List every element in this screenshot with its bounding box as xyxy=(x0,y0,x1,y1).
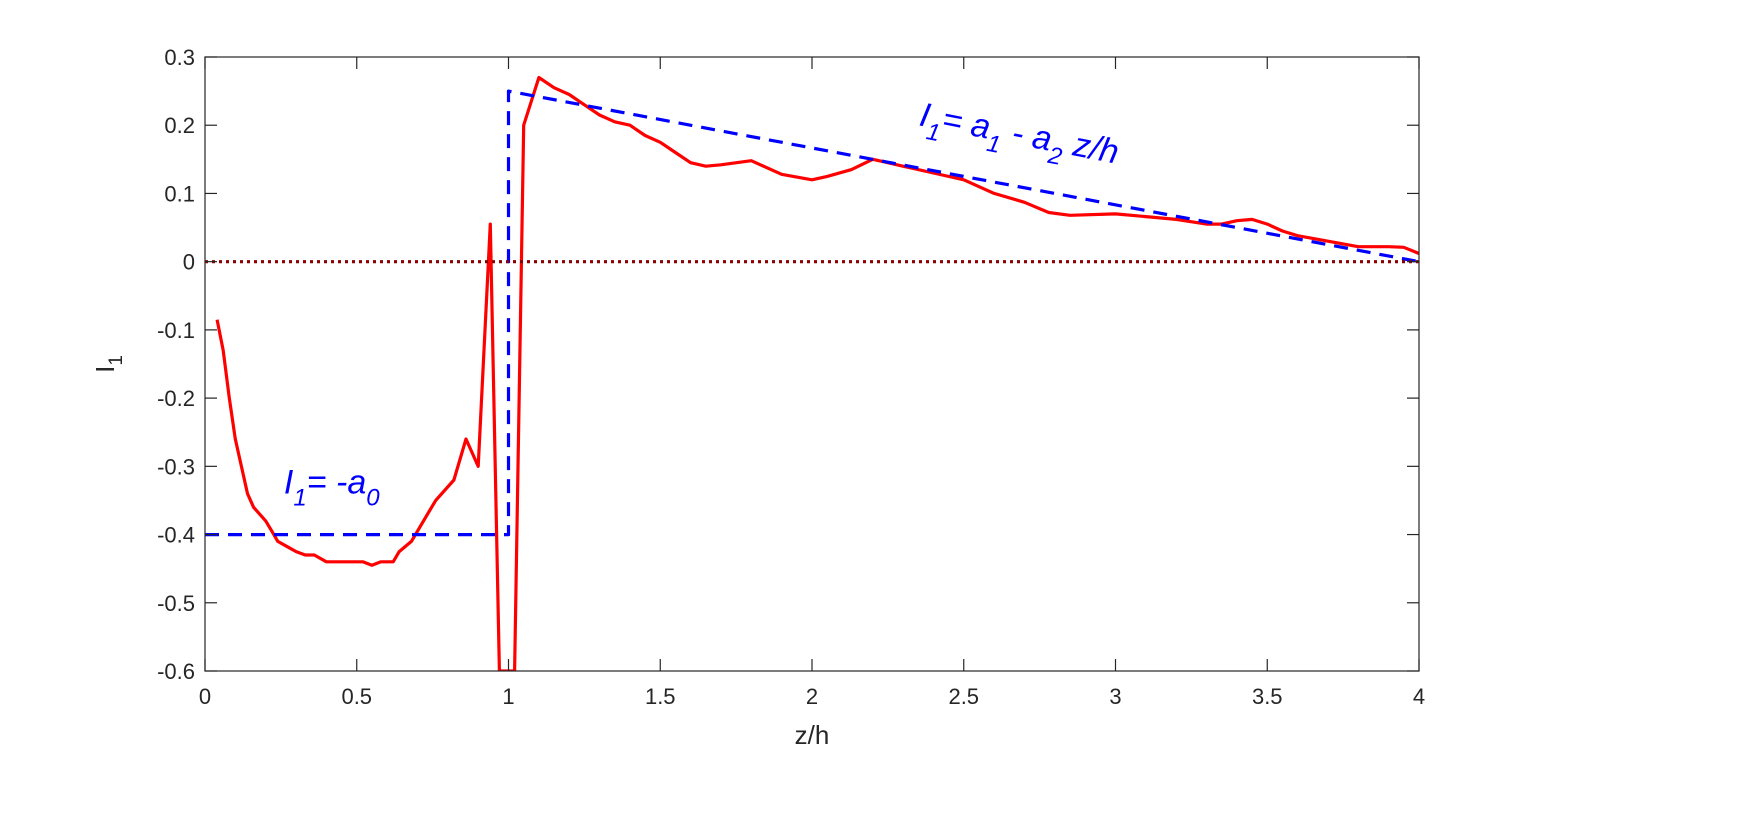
annotation-text: = a xyxy=(939,100,994,147)
y-tick-label: -0.4 xyxy=(157,523,195,548)
annotation-1: I1= a1 - a2 z/h xyxy=(915,96,1122,182)
x-tick-label: 4 xyxy=(1413,684,1425,709)
annotation-text: = -a xyxy=(307,464,367,502)
y-axis-title-subscript: 1 xyxy=(106,355,127,366)
tick-layer: 0 0.5 1 1.5 2 2.5 3 3.5 4 -0.6 -0.5 -0.4 -0.3 -0.2 -0.… xyxy=(157,45,1425,709)
y-tick-label: -0.3 xyxy=(157,454,195,479)
y-tick-label: 0.3 xyxy=(164,45,195,70)
y-tick-label: 0 xyxy=(183,250,195,275)
series-line-dashed xyxy=(205,89,1419,537)
x-tick-label: 1 xyxy=(502,684,514,709)
annotation-0: I1= -a0 xyxy=(284,464,380,512)
annotation-subscript: 1 xyxy=(985,130,1003,159)
plot-area xyxy=(205,57,1419,671)
annotation-subscript: 1 xyxy=(924,118,942,147)
x-axis-title: z/h xyxy=(795,720,830,750)
x-tick-label: 1.5 xyxy=(645,684,676,709)
y-tick-label: -0.6 xyxy=(157,659,195,684)
x-tick-label: 0 xyxy=(199,684,211,709)
y-tick-label: 0.1 xyxy=(164,181,195,206)
y-axis-title-main: I xyxy=(90,366,120,373)
annotation-text: - a xyxy=(1000,112,1055,159)
x-tick-label: 0.5 xyxy=(341,684,372,709)
y-tick-label: 0.2 xyxy=(164,113,195,138)
x-tick-label: 3.5 xyxy=(1252,684,1283,709)
series-layer xyxy=(205,75,1419,671)
annotation-text: I xyxy=(284,464,294,502)
y-axis-title: I1 xyxy=(90,355,127,373)
y-tick-label: -0.5 xyxy=(157,591,195,616)
x-tick-label: 3 xyxy=(1109,684,1121,709)
annotation-subscript: 1 xyxy=(293,485,306,512)
y-tick-label: -0.1 xyxy=(157,318,195,343)
x-tick-label: 2.5 xyxy=(948,684,979,709)
x-tick-label: 2 xyxy=(806,684,818,709)
annotation-subscript: 2 xyxy=(1045,142,1064,171)
annotation-subscript: 0 xyxy=(366,485,380,512)
y-tick-label: -0.2 xyxy=(157,386,195,411)
series-line-solid xyxy=(215,75,1419,671)
